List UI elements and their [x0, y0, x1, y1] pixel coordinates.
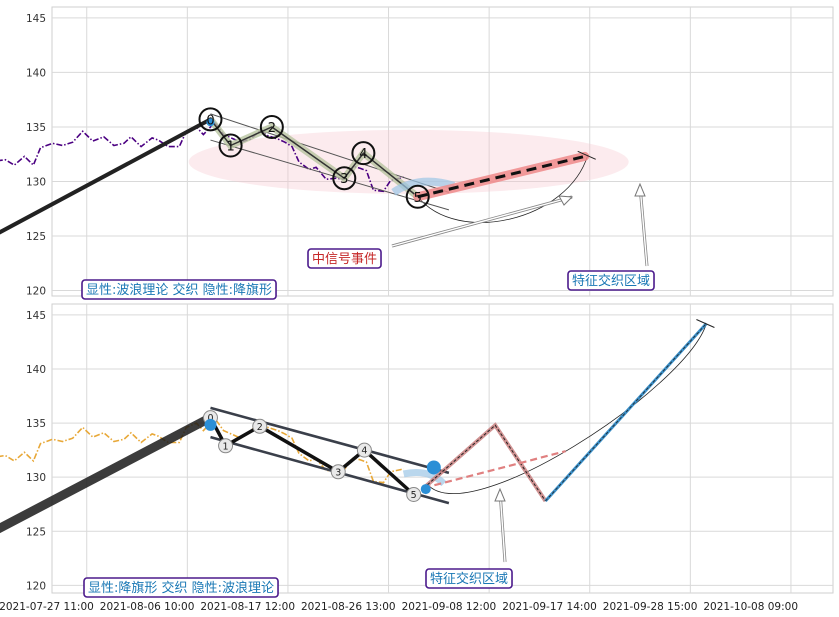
bottom-target-tick [696, 319, 715, 328]
bottom-dominant-label: 显性:降旗形 交织 隐性:波浪理论 [88, 580, 274, 596]
bottom-breakout-dot [426, 460, 441, 475]
bottom-zone-label: 特征交织区域 [430, 571, 508, 587]
bottom-interaction-swoosh [402, 469, 447, 487]
top-channel-lower [210, 139, 450, 211]
top-channel-upper [210, 113, 450, 193]
bottom-y-tick-label: 130 [26, 472, 46, 484]
top-plot-area [51, 6, 834, 297]
blue-target-line [544, 322, 708, 503]
x-tick-label: 2021-08-17 12:00 [200, 601, 295, 613]
zigzag-dashed [423, 424, 546, 502]
top-interaction-swoosh [391, 177, 456, 196]
top-zone-label: 特征交织区域 [572, 273, 650, 289]
x-tick-label: 2021-09-17 14:00 [502, 601, 597, 613]
event-arrow-inner [391, 196, 573, 247]
bottom-projection-curve [426, 323, 707, 494]
top-dominant-label-box [81, 279, 277, 300]
top-y-tick-label: 135 [26, 122, 46, 134]
wave-point-label: 4 [361, 446, 367, 457]
bottom-wave-start-dot [204, 418, 217, 431]
wave-point-label: 4 [359, 147, 367, 162]
x-tick-label: 2021-08-06 10:00 [100, 601, 195, 613]
wave-point-label: 5 [414, 191, 422, 206]
bottom-panel: 120 125 130 135 140 145 0 1 2 3 4 5 显性:降旗形 交织 隐性:波浪理… [0, 303, 834, 613]
top-y-tick-label: 140 [26, 67, 46, 79]
bottom-channel-upper [210, 406, 450, 475]
bottom-y-tick-label: 145 [26, 310, 46, 322]
forecast-dashed-line [417, 154, 586, 199]
top-flagpole [0, 117, 213, 235]
bottom-y-tick-label: 135 [26, 418, 46, 430]
top-y-tick-label: 130 [26, 176, 46, 188]
top-price-line [0, 118, 404, 193]
x-tick-label: 2021-08-26 13:00 [301, 601, 396, 613]
top-y-tick-label: 120 [26, 286, 46, 298]
wave-point-dot [206, 118, 215, 127]
top-y-tick-label: 125 [26, 231, 46, 243]
bottom-flagpole [0, 413, 215, 534]
wave-point-label: 3 [335, 467, 341, 478]
wave-point-label: 5 [411, 490, 417, 501]
top-panel: 120 125 130 135 140 145 01 2 34 5 显性:波浪理论 交织 隐性:降旗… [0, 6, 834, 300]
wave-point-label: 1 [226, 140, 234, 155]
wave-point-label: 0 [206, 113, 214, 128]
wave-point-ring [330, 464, 346, 480]
wave-point-ring [218, 133, 243, 158]
top-zone-label-box [567, 270, 655, 291]
wave-point-ring [218, 438, 234, 454]
x-tick-label: 2021-07-27 11:00 [0, 601, 94, 613]
bottom-y-tick-label: 140 [26, 364, 46, 376]
top-dominant-label: 显性:波浪理论 交织 隐性:降旗形 [86, 282, 272, 298]
wave-point-label: 0 [207, 413, 213, 424]
bottom-zone-arrow-inner [499, 490, 506, 563]
top-target-tick [577, 150, 596, 160]
wave-point-label: 3 [340, 172, 348, 187]
x-tick-label: 2021-09-28 15:00 [603, 601, 698, 613]
wave-point-ring [259, 114, 284, 139]
bottom-zone-label-box [425, 568, 513, 589]
wave-point-ring [332, 166, 357, 191]
wave-point-ring [406, 487, 422, 503]
wave-point-label: 1 [223, 441, 229, 452]
bottom-breakout-dot [420, 484, 431, 495]
wave-point-ring [405, 184, 430, 209]
signal-event-label-box [307, 248, 382, 269]
bottom-plot-area [51, 303, 834, 594]
bottom-zone-arrow-head [494, 487, 506, 502]
bottom-dominant-label-box [83, 577, 279, 598]
top-y-tick-label: 145 [26, 13, 46, 25]
top-projection-curve [417, 155, 589, 223]
x-tick-label: 2021-09-08 12:00 [402, 601, 497, 613]
red-dashed-projection [423, 450, 566, 490]
wave-point-ring [351, 141, 376, 166]
wave-point-ring [252, 418, 268, 434]
x-tick-label: 2021-10-08 09:00 [703, 601, 798, 613]
bottom-y-tick-label: 125 [26, 526, 46, 538]
zone-arrow-inner [639, 185, 648, 267]
wave-point-ring [356, 442, 372, 458]
bottom-y-tick-label: 120 [26, 580, 46, 592]
wave-point-label: 2 [257, 422, 263, 433]
zone-arrow-head [634, 182, 646, 197]
wave-point-ring [198, 107, 223, 132]
event-arrow-head [558, 195, 574, 206]
wave-point-label: 2 [268, 121, 276, 136]
signal-event-label: 中信号事件 [312, 252, 377, 267]
